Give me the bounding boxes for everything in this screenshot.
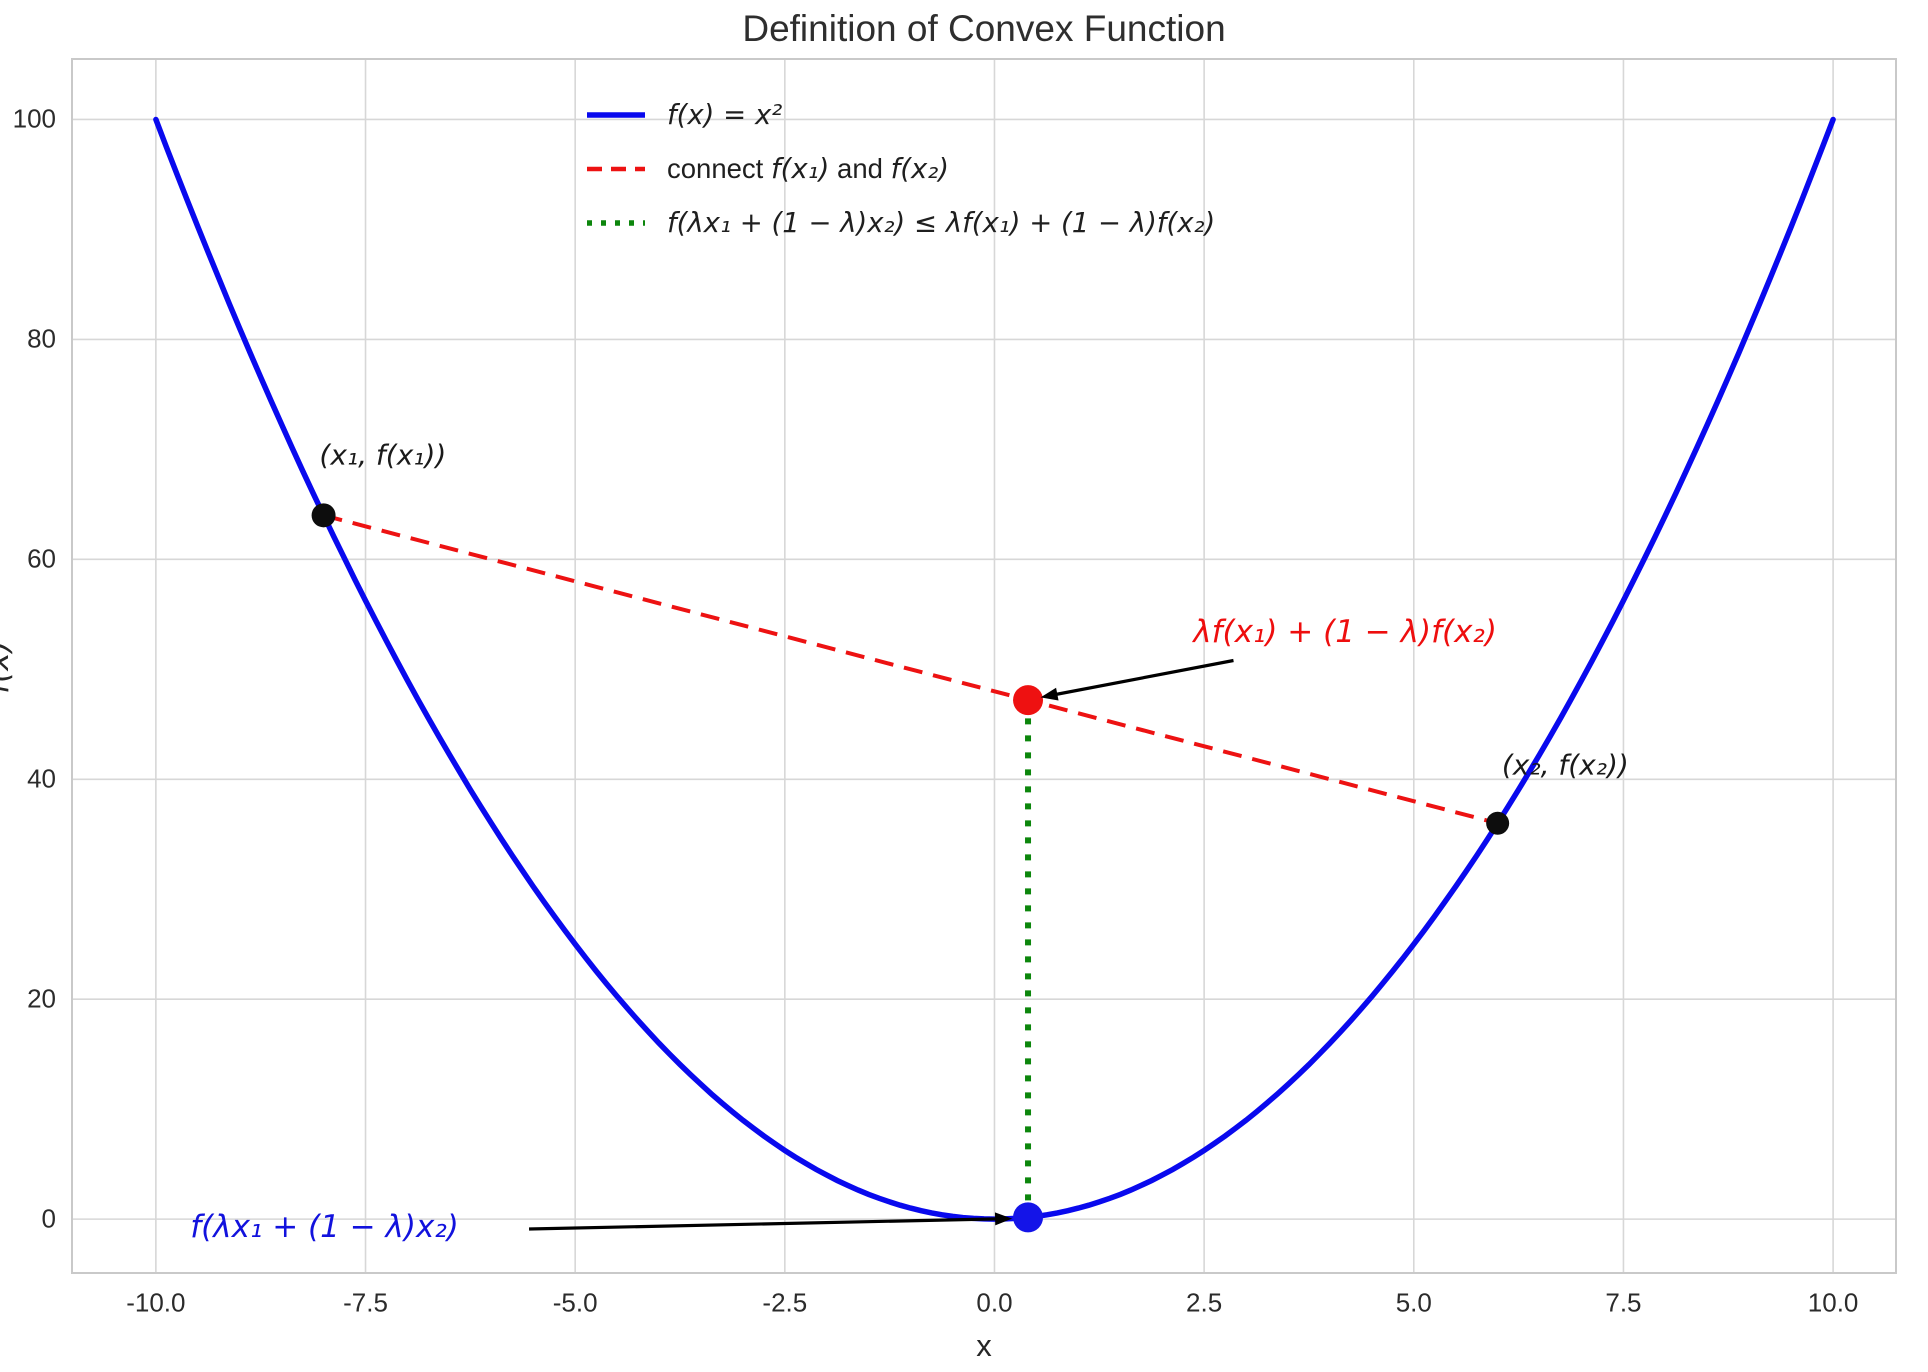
chart-title: Definition of Convex Function <box>742 8 1226 49</box>
legend-line-dashed-icon <box>587 166 645 172</box>
point-label-x1: (x₁, f(x₁)) <box>319 438 447 472</box>
legend: f(x) = x² connect f(x₁) and f(x₂) f(λx₁ … <box>585 88 1215 250</box>
x-tick-label: -5.0 <box>552 1287 598 1318</box>
y-tick-label: 80 <box>27 323 56 354</box>
annotation-arrow-line <box>529 1217 1004 1231</box>
point-x2 <box>1486 811 1510 835</box>
chord-dashed-line <box>323 513 1499 826</box>
x-tick-label: -10.0 <box>126 1287 186 1318</box>
y-tick-label: 20 <box>27 983 56 1014</box>
annotation-arrowhead <box>1040 687 1059 701</box>
x-tick-label: -7.5 <box>343 1287 388 1318</box>
point-chord-combination <box>1013 685 1044 716</box>
y-tick-label: 0 <box>41 1203 56 1234</box>
point-function-value <box>1013 1202 1044 1233</box>
annotation-arrowhead <box>994 1212 1013 1226</box>
x-tick-label: 7.5 <box>1605 1287 1642 1318</box>
plot-border <box>71 58 1897 1274</box>
annotation-function-value: f(λx₁ + (1 − λ)x₂) <box>190 1209 459 1246</box>
point-label-x2: (x₂, f(x₂)) <box>1501 748 1629 782</box>
x-tick-label: 0.0 <box>976 1287 1013 1318</box>
legend-line-solid-icon <box>587 112 645 118</box>
legend-label-chord: connect f(x₁) and f(x₂) <box>667 153 950 185</box>
legend-item-function: f(x) = x² <box>585 88 1215 142</box>
x-axis-label: x <box>976 1328 992 1363</box>
x-tick-label: 5.0 <box>1395 1287 1432 1318</box>
annotation-arrow-line <box>1048 658 1234 698</box>
legend-label-inequality: f(λx₁ + (1 − λ)x₂) ≤ λf(x₁) + (1 − λ)f(x… <box>667 207 1216 239</box>
y-tick-label: 60 <box>27 543 56 574</box>
legend-item-inequality: f(λx₁ + (1 − λ)x₂) ≤ λf(x₁) + (1 − λ)f(x… <box>585 196 1215 250</box>
y-tick-label: 40 <box>27 763 56 794</box>
annotation-chord-combination: λf(x₁) + (1 − λ)f(x₂) <box>1193 613 1497 650</box>
point-x1 <box>311 503 336 528</box>
y-tick-label: 100 <box>12 103 56 134</box>
legend-line-dotted-icon <box>587 220 645 226</box>
x-tick-label: -2.5 <box>762 1287 808 1318</box>
legend-label-function: f(x) = x² <box>667 99 783 131</box>
y-axis-label: f(x) <box>0 640 16 694</box>
legend-item-chord: connect f(x₁) and f(x₂) <box>585 142 1215 196</box>
x-tick-label: 2.5 <box>1186 1287 1223 1318</box>
x-tick-label: 10.0 <box>1807 1287 1859 1318</box>
